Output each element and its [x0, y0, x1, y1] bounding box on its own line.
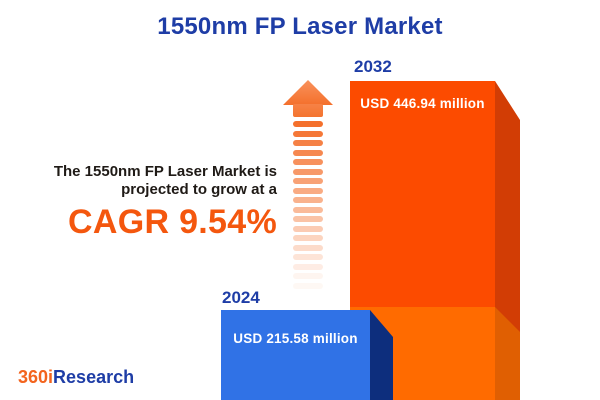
growth-arrow-stripes — [293, 121, 323, 296]
growth-arrow-stripe — [293, 187, 323, 194]
growth-arrow-stripe — [293, 273, 323, 279]
page-title: 1550nm FP Laser Market — [157, 13, 443, 40]
growth-arrow-stripe — [293, 216, 323, 222]
growth-arrow-head-icon — [283, 80, 333, 105]
growth-arrow-stripe — [293, 168, 323, 175]
growth-arrow-stripe — [293, 235, 323, 241]
bar-2032-face-upper — [350, 81, 495, 307]
bar-2032-value-label: USD 446.94 million — [360, 96, 485, 111]
growth-arrow-stripe — [293, 225, 323, 232]
growth-arrow-stripe — [293, 121, 323, 127]
logo-prefix: 360i — [18, 367, 54, 387]
bar-2024-year-label: 2024 — [222, 288, 260, 307]
bar-2032-year-label: 2032 — [354, 57, 392, 76]
growth-arrow-stripe — [293, 159, 323, 165]
growth-arrow-stripe — [293, 149, 323, 156]
growth-arrow-stripe — [293, 197, 323, 203]
growth-arrow-stripe — [293, 244, 323, 251]
description-block: The 1550nm FP Laser Market is projected … — [27, 163, 277, 242]
growth-arrow-stripe — [293, 206, 323, 213]
bar-2024-face — [221, 310, 370, 400]
description-line-2: projected to grow at a — [121, 180, 277, 198]
growth-arrow-stripe — [293, 263, 323, 270]
growth-arrow-stripe — [293, 130, 323, 137]
description-line-1: The 1550nm FP Laser Market is — [53, 163, 277, 180]
growth-arrow-shaft — [293, 104, 323, 117]
logo-suffix: Research — [53, 367, 135, 387]
bar-2024-side — [370, 310, 393, 400]
growth-arrow-stripe — [293, 178, 323, 184]
bar-2024-value-label: USD 215.58 million — [233, 331, 358, 346]
growth-arrow-stripe — [293, 254, 323, 260]
growth-arrow-stripe — [293, 282, 323, 289]
cagr-value: CAGR 9.54% — [68, 203, 277, 241]
growth-arrow-stripe — [293, 140, 323, 146]
logo: 360iResearch — [18, 367, 134, 388]
